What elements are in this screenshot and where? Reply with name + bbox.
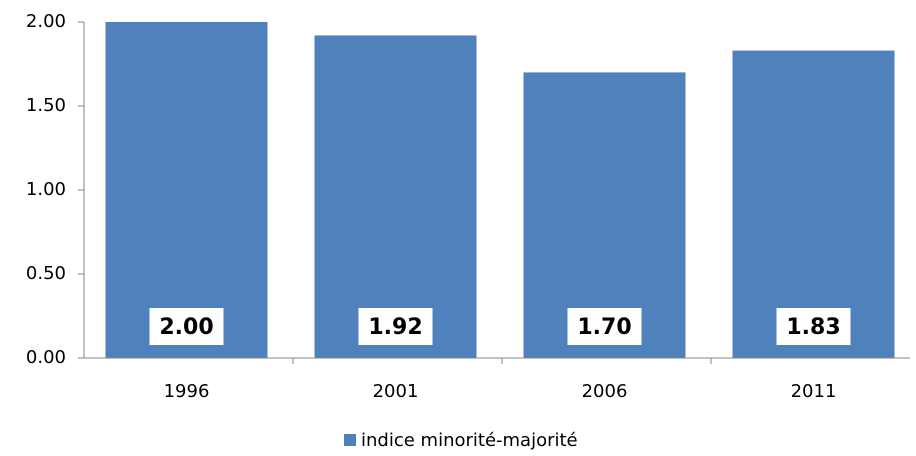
- x-tick-label: 2011: [791, 381, 837, 402]
- x-tick-label: 2006: [582, 381, 628, 402]
- y-tick-label: 1.00: [26, 179, 66, 200]
- x-tick-label: 1996: [164, 381, 210, 402]
- data-label: 1.83: [786, 315, 840, 340]
- y-tick-label: 0.00: [26, 347, 66, 368]
- data-label-box: [776, 308, 851, 345]
- bar: [314, 35, 477, 358]
- legend-label: indice minorité-majorité: [361, 430, 578, 451]
- data-label: 1.92: [368, 315, 422, 340]
- legend-swatch: [344, 434, 356, 446]
- y-tick-label: 2.00: [26, 11, 66, 32]
- data-label: 1.70: [577, 315, 631, 340]
- data-label-box: [358, 308, 433, 345]
- y-tick-label: 0.50: [26, 263, 66, 284]
- data-label-box: [149, 308, 224, 345]
- y-tick-label: 1.50: [26, 95, 66, 116]
- data-label: 2.00: [159, 315, 213, 340]
- x-tick-label: 2001: [373, 381, 419, 402]
- data-label-box: [567, 308, 642, 345]
- bar: [105, 22, 268, 358]
- bar: [732, 50, 895, 359]
